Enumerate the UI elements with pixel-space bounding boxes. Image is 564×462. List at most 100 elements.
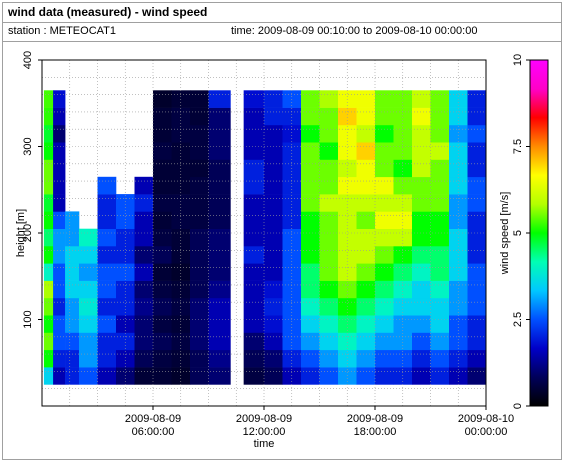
heatmap-cell [430,297,450,316]
heatmap-cell [153,194,172,212]
y-tick-label: 300 [22,137,34,155]
heatmap-cell [53,332,66,351]
time-range-label: time: 2009-08-09 00:10:00 to 2009-08-10 … [231,25,478,37]
heatmap-cell [43,246,54,264]
heatmap-cell [264,297,283,316]
heatmap-cell [208,107,237,126]
heatmap-cell [65,211,80,229]
y-tick-label: 400 [22,51,34,69]
heatmap-cell [53,280,66,299]
heatmap-cell [116,246,135,264]
heatmap-cell [134,315,154,333]
heatmap-cell [264,159,283,178]
heatmap-cell [301,263,320,281]
heatmap-cell [319,349,339,368]
heatmap-cell [134,194,154,212]
heatmap-cell [153,124,172,143]
heatmap-cell [153,159,172,178]
heatmap-cell [208,90,237,108]
heatmap-cell [412,263,431,281]
heatmap-cell [412,228,431,247]
x-tick-label: 2009-08-09 [236,413,292,425]
heatmap-cell [153,367,172,385]
heatmap-cell [301,90,320,108]
heatmap-cell [153,211,172,229]
heatmap-cell [430,211,450,229]
x-tick-label: 06:00:00 [132,426,175,438]
heatmap-cell [375,263,394,281]
chart-title-bar: wind data (measured) - wind speed [3,3,561,23]
heatmap-cell [208,246,237,264]
heatmap-cell [467,176,487,195]
heatmap-cell [430,124,450,143]
heatmap-cell [65,367,80,385]
heatmap-cell [264,246,283,264]
heatmap-cell [338,246,357,264]
heatmap-cell [190,90,209,108]
heatmap-cell [467,332,487,351]
heatmap-cell [190,280,209,299]
heatmap-cell [116,263,135,281]
heatmap-cell [430,90,450,108]
heatmap-cell [356,367,376,385]
heatmap-cell [430,263,450,281]
heatmap-cell [375,367,394,385]
heatmap-cell [375,90,394,108]
heatmap-cell [282,280,302,299]
heatmap-cell [79,367,98,385]
heatmap-cell [319,263,339,281]
heatmap-cell [264,332,283,351]
heatmap-cells [43,60,487,406]
heatmap-cell [467,349,487,368]
heatmap-cell [79,315,98,333]
heatmap-cell [264,107,283,126]
colorbar-tick-label: 7.5 [512,139,524,154]
heatmap-cell [356,176,376,195]
heatmap-cell [153,142,172,160]
colorbar-tick-label: 0 [512,403,524,409]
heatmap-cell [393,280,413,299]
x-tick-label: 00:00:00 [465,426,508,438]
colorbar-tick-label: 10 [512,54,524,66]
heatmap-cell [449,332,468,351]
heatmap-cell [43,280,54,299]
heatmap-cell [319,159,339,178]
heatmap-cell [190,124,209,143]
heatmap-cell [356,315,376,333]
heatmap-cell [43,176,54,195]
heatmap-cell [116,211,135,229]
heatmap-cell [190,349,209,368]
heatmap-cell [97,228,117,247]
heatmap-cell [375,315,394,333]
heatmap-cell [301,315,320,333]
heatmap-cell [393,246,413,264]
heatmap-cell [375,142,394,160]
heatmap-cell [393,263,413,281]
heatmap-cell [116,194,135,212]
heatmap-cell [467,297,487,316]
heatmap-cell [412,90,431,108]
heatmap-cell [412,315,431,333]
heatmap-cell [430,107,450,126]
heatmap-cell [208,349,237,368]
heatmap-cell [153,315,172,333]
heatmap-cell [375,246,394,264]
heatmap-cell [53,228,66,247]
heatmap-cell [190,332,209,351]
heatmap-cell [97,349,117,368]
chart-title: wind data (measured) - wind speed [8,5,208,19]
heatmap-cell [338,263,357,281]
heatmap-cell [65,263,80,281]
heatmap-cell [319,176,339,195]
heatmap-cell [338,194,357,212]
heatmap-cell [208,367,237,385]
heatmap-cell [356,211,376,229]
heatmap-cell [65,228,80,247]
heatmap-cell [53,159,66,178]
heatmap-cell [53,246,66,264]
heatmap-cell [301,124,320,143]
heatmap-cell [301,297,320,316]
heatmap-cell [171,349,191,368]
heatmap-cell [412,297,431,316]
heatmap-cell [356,228,376,247]
